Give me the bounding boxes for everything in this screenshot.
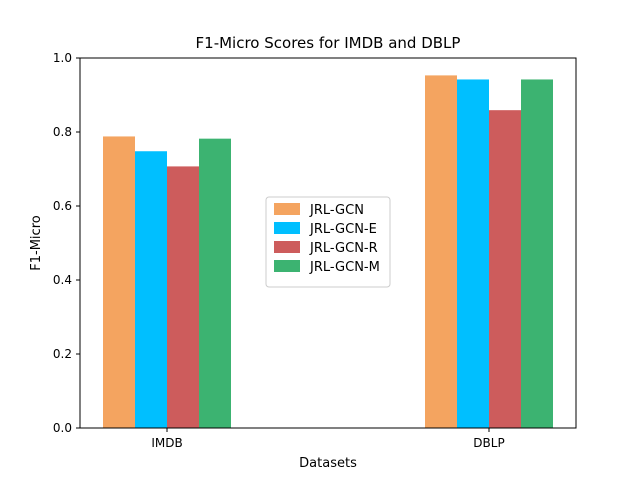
legend-label: JRL-GCN-R	[309, 241, 378, 256]
bar-jrl-gcn-e-imdb	[135, 151, 167, 429]
bar-jrl-gcn-dblp	[425, 75, 457, 428]
legend-swatch	[274, 241, 300, 253]
x-axis: IMDB DBLP	[151, 428, 505, 450]
legend-swatch	[274, 222, 300, 234]
legend-swatch	[274, 260, 300, 272]
x-tick-label: DBLP	[473, 436, 504, 450]
y-tick-label: 1.0	[53, 51, 72, 65]
y-axis: 0.0 0.2 0.4 0.6 0.8 1.0	[53, 51, 80, 435]
y-tick-label: 0.2	[53, 347, 72, 361]
y-tick-label: 0.6	[53, 199, 72, 213]
chart-title: F1-Micro Scores for IMDB and DBLP	[196, 34, 461, 52]
legend-label: JRL-GCN	[309, 203, 364, 218]
bars-group	[103, 75, 553, 429]
y-tick-label: 0.0	[53, 421, 72, 435]
plot-area-frame	[79, 57, 577, 429]
legend-label: JRL-GCN-E	[309, 222, 377, 237]
bar-jrl-gcn-m-imdb	[199, 138, 231, 428]
x-tick-label: IMDB	[151, 436, 182, 450]
y-tick-label: 0.4	[53, 273, 72, 287]
x-axis-label: Datasets	[299, 456, 357, 471]
legend: JRL-GCN JRL-GCN-E JRL-GCN-R JRL-GCN-M	[265, 196, 391, 288]
y-axis-label: F1-Micro	[29, 215, 44, 270]
bar-jrl-gcn-imdb	[103, 136, 135, 428]
legend-label: JRL-GCN-M	[309, 260, 380, 275]
y-tick-label: 0.8	[53, 125, 72, 139]
bar-jrl-gcn-r-imdb	[167, 166, 199, 428]
bar-jrl-gcn-e-dblp	[457, 79, 489, 429]
bar-jrl-gcn-m-dblp	[521, 79, 553, 429]
legend-swatch	[274, 203, 300, 215]
bar-jrl-gcn-r-dblp	[489, 110, 521, 429]
